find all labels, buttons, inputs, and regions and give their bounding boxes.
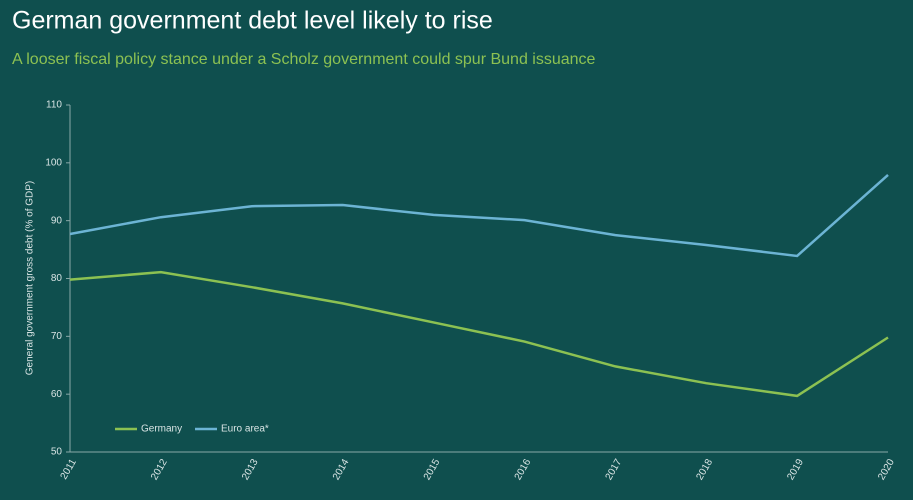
y-tick-label: 90 — [51, 215, 63, 226]
y-tick-label: 60 — [51, 389, 63, 400]
y-tick-label: 70 — [51, 331, 63, 342]
y-tick-label: 100 — [45, 157, 62, 168]
series-line — [69, 270, 889, 398]
legend-label: Euro area* — [221, 424, 269, 435]
y-tick-label: 110 — [46, 100, 62, 111]
chart-title: German government debt level likely to r… — [12, 7, 493, 35]
y-tick-label: 80 — [51, 273, 63, 284]
series-line — [69, 174, 889, 258]
chart-subtitle: A looser fiscal policy stance under a Sc… — [12, 51, 596, 68]
y-tick-label: 50 — [51, 447, 63, 458]
legend-label: Germany — [141, 424, 182, 435]
y-axis-label: General government gross debt (% of GDP) — [25, 181, 36, 376]
